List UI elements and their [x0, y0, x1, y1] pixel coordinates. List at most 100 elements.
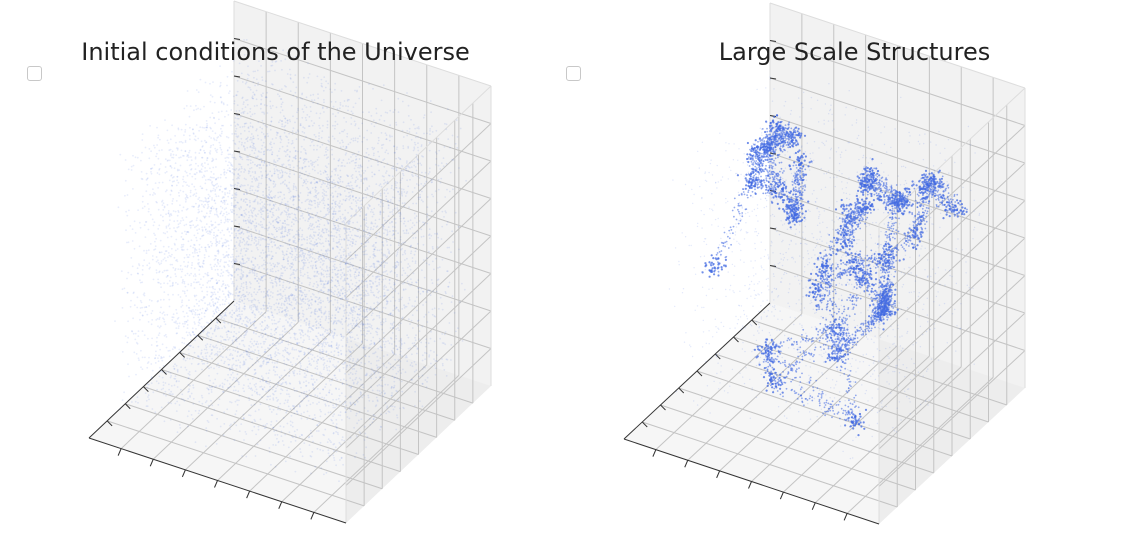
scatter-point [175, 141, 177, 144]
scatter-point [235, 302, 238, 305]
scatter-point [387, 200, 389, 203]
scatter-point [176, 318, 179, 320]
scatter-point [236, 314, 238, 317]
scatter-point [201, 299, 204, 302]
scatter-point [343, 260, 346, 263]
scatter-point [300, 350, 303, 353]
scatter-point [189, 105, 192, 107]
scatter-point [334, 406, 336, 409]
scatter-point [196, 355, 199, 358]
scatter-point [389, 337, 392, 339]
scatter-point [305, 317, 308, 320]
scatter-point [378, 366, 381, 369]
scatter-point [263, 301, 266, 304]
scatter-point [252, 147, 255, 150]
scatter-point [304, 151, 307, 154]
scatter-point [426, 213, 429, 216]
scatter-point [350, 395, 352, 398]
scatter-point [239, 155, 242, 158]
scatter-point [398, 300, 401, 302]
scatter-point [333, 413, 335, 416]
scatter-point [328, 379, 331, 382]
scatter-point [364, 456, 367, 459]
scatter-point [237, 135, 240, 138]
scatter-point [316, 211, 319, 214]
scatter-point [245, 138, 248, 141]
scatter-point [315, 243, 318, 245]
scatter-point [141, 133, 144, 136]
scatter-point [362, 294, 365, 297]
scatter-point [316, 365, 318, 368]
scatter-point [312, 360, 315, 363]
scatter-point [150, 150, 153, 153]
scatter-point [296, 373, 299, 375]
scatter-point [226, 307, 229, 310]
scatter-point [322, 337, 324, 340]
scatter-point [401, 308, 404, 310]
scatter-point [260, 275, 263, 278]
scatter-point [401, 267, 404, 269]
scatter-point [204, 167, 207, 169]
scatter-point [169, 154, 172, 157]
scatter-point [187, 425, 189, 428]
scatter-point [266, 184, 268, 186]
scatter-point [172, 153, 175, 156]
scatter-point [321, 230, 323, 233]
scatter-point [145, 190, 148, 193]
scatter-point [180, 366, 183, 369]
scatter-point [379, 200, 382, 203]
scatter-point [205, 141, 207, 144]
scatter-point [267, 248, 270, 250]
scatter-point [231, 154, 234, 156]
scatter-point [394, 376, 396, 379]
scatter-point [349, 275, 352, 278]
scatter-point [339, 185, 342, 187]
scatter-point [320, 306, 323, 308]
scatter-point [404, 371, 407, 374]
scatter-point [358, 308, 360, 311]
scatter-point [275, 106, 278, 109]
scatter-point [125, 229, 127, 232]
scatter-point [251, 358, 254, 361]
scatter-point [271, 61, 274, 63]
scatter-point [240, 272, 243, 275]
scatter-point [178, 194, 181, 197]
scatter-point [350, 263, 353, 266]
scatter-point [422, 155, 424, 158]
scatter-point [190, 168, 192, 171]
scatter-point [387, 192, 389, 195]
scatter-point [267, 361, 270, 364]
scatter-point [289, 286, 291, 289]
scatter-point [385, 134, 388, 137]
scatter-point [400, 341, 402, 344]
scatter-point [350, 322, 352, 325]
scatter-point [381, 328, 384, 331]
scatter-point [286, 259, 289, 262]
scatter-point [238, 331, 240, 333]
scatter-point [450, 359, 452, 361]
scatter-point [327, 179, 329, 182]
scatter-point [374, 158, 377, 161]
scatter-point [309, 216, 312, 219]
scatter-point [298, 251, 301, 254]
scatter-point [215, 443, 218, 445]
scatter-point [337, 414, 340, 416]
scatter-point [336, 379, 338, 381]
scatter-point [403, 202, 406, 205]
scatter-point [292, 186, 295, 189]
scatter-point [204, 151, 206, 154]
scatter-point [358, 411, 361, 413]
scatter-point [233, 276, 236, 278]
scatter-point [247, 321, 250, 324]
scatter-point [220, 272, 223, 275]
scatter-point [381, 349, 383, 352]
scatter-point [365, 241, 368, 244]
scatter-point [318, 180, 321, 182]
scatter-point [141, 281, 144, 284]
scatter-point [222, 390, 225, 393]
scatter-point [206, 159, 208, 162]
scatter-point [269, 398, 271, 401]
scatter-point [327, 233, 330, 236]
scatter-point [373, 264, 376, 267]
scatter-point [229, 234, 232, 237]
